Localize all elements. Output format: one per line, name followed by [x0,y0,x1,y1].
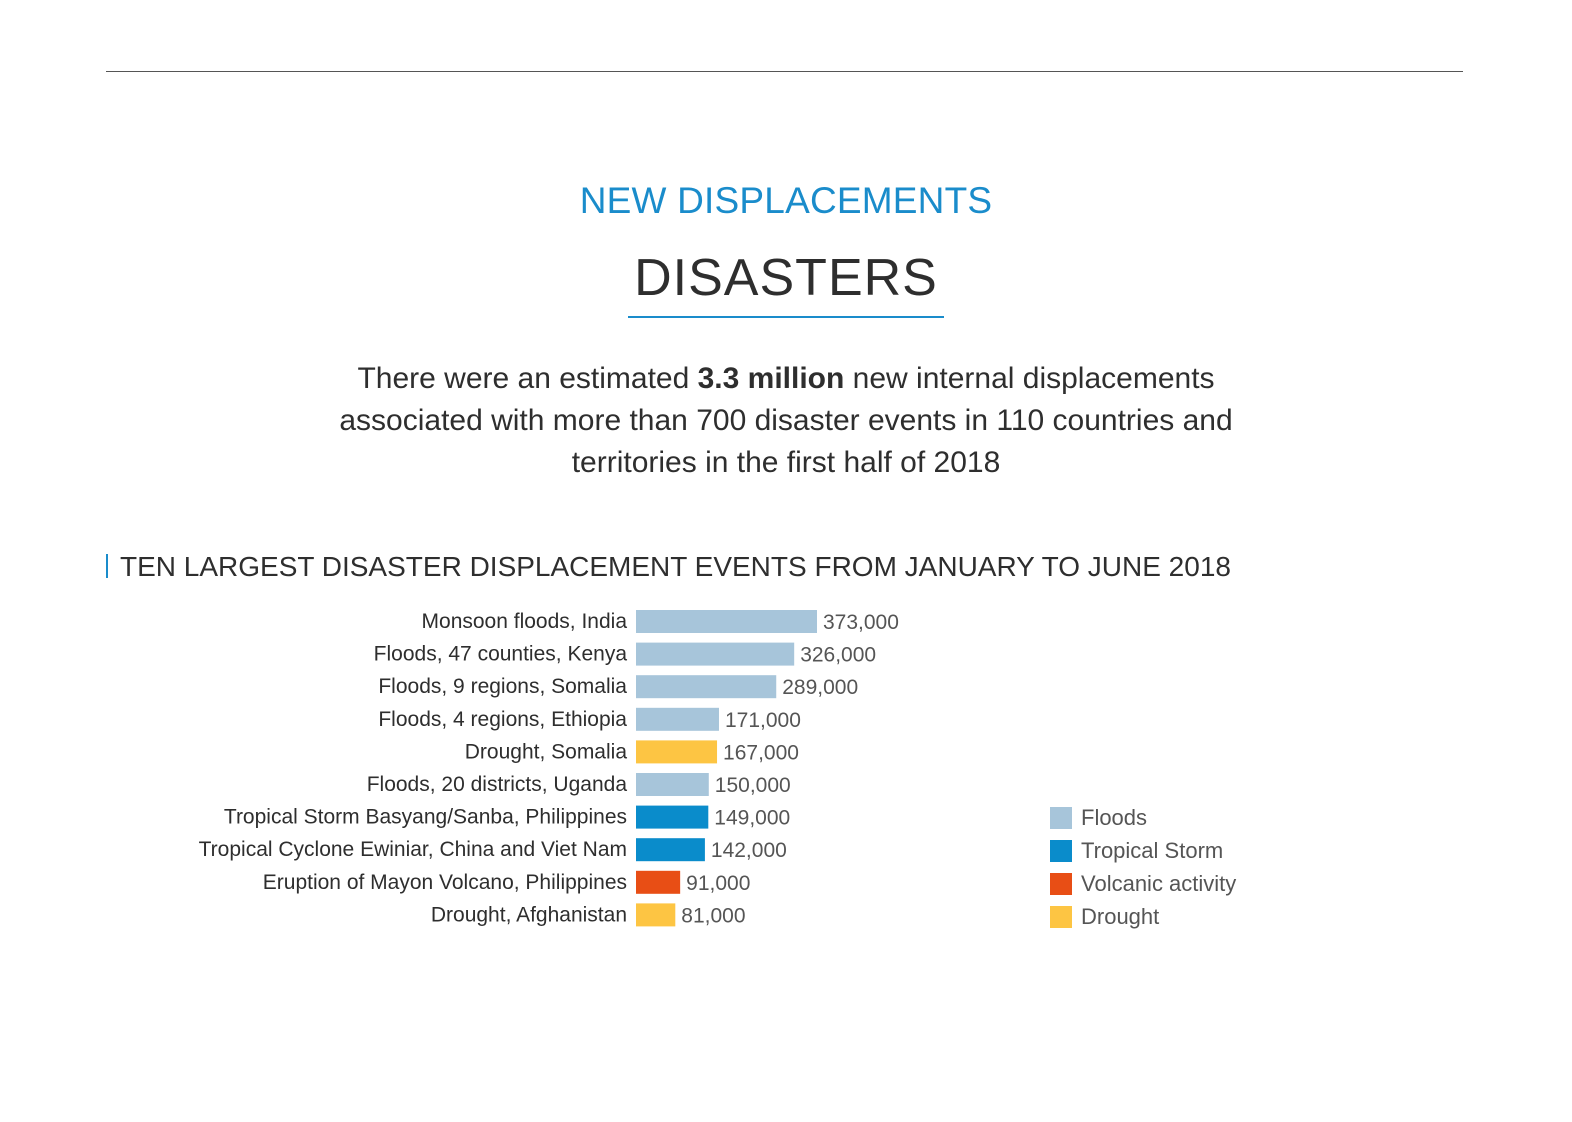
legend-item: Floods [1050,801,1236,834]
top-rule [106,71,1463,72]
chart-heading-text: TEN LARGEST DISASTER DISPLACEMENT EVENTS… [120,551,1231,582]
intro-text-after: new internal displacements associated wi… [339,362,1233,479]
value-label: 167,000 [723,741,799,764]
chart-legend: Floods Tropical Storm Volcanic activity Dro… [1050,801,1236,933]
bar [636,903,676,927]
category-label: Tropical Storm Basyang/Sanba, Philippine… [224,806,627,829]
category-label: Eruption of Mayon Volcano, Philippines [263,871,627,894]
value-label: 289,000 [782,676,858,699]
page-title-wrap: DISASTERS [0,248,1572,318]
legend-item: Volcanic activity [1050,867,1236,900]
legend-label: Volcanic activity [1081,870,1237,896]
category-label: Floods, 9 regions, Somalia [378,675,627,698]
legend-swatch [1050,839,1072,862]
bar-chart: Monsoon floods, India 373,000 Floods, 47 c… [199,610,899,927]
section-kicker: NEW DISPLACEMENTS [579,180,993,221]
legend-label: Floods [1081,804,1148,830]
category-label: Floods, 47 counties, Kenya [374,643,628,666]
value-label: 149,000 [714,807,790,830]
category-label: Drought, Afghanistan [431,903,627,926]
value-label: 81,000 [681,904,745,927]
value-label: 150,000 [715,774,791,797]
legend-label: Tropical Storm [1081,837,1224,863]
legend-swatch [1050,806,1072,829]
bar [636,805,709,829]
category-label: Monsoon floods, India [422,610,628,633]
page-title: DISASTERS [628,248,944,318]
category-label: Floods, 4 regions, Ethiopia [378,708,627,731]
category-label: Tropical Cyclone Ewiniar, China and Viet… [199,838,627,861]
intro-highlight: 3.3 million [697,362,845,395]
chart-heading: TEN LARGEST DISASTER DISPLACEMENT EVENTS… [106,551,1231,583]
category-label: Drought, Somalia [465,740,628,763]
value-label: 373,000 [823,611,899,634]
legend-label: Drought [1081,903,1160,929]
bar [636,773,709,796]
intro-paragraph: There were an estimated 3.3 million new … [286,358,1286,484]
bar [636,870,681,894]
bar [636,838,705,862]
bar [636,740,718,764]
intro-text-before: There were an estimated [357,362,698,395]
legend-swatch [1050,905,1072,928]
legend-swatch [1050,872,1072,895]
bar [636,675,777,699]
category-label: Floods, 20 districts, Uganda [367,773,628,796]
bar [636,707,719,731]
legend-item: Tropical Storm [1050,834,1236,867]
value-label: 171,000 [725,709,801,732]
bar [636,642,795,666]
value-label: 91,000 [686,872,750,895]
value-label: 142,000 [711,839,787,862]
value-label: 326,000 [800,644,876,667]
bar [636,610,817,633]
heading-accent-mark [106,554,108,578]
legend-item: Drought [1050,900,1236,933]
